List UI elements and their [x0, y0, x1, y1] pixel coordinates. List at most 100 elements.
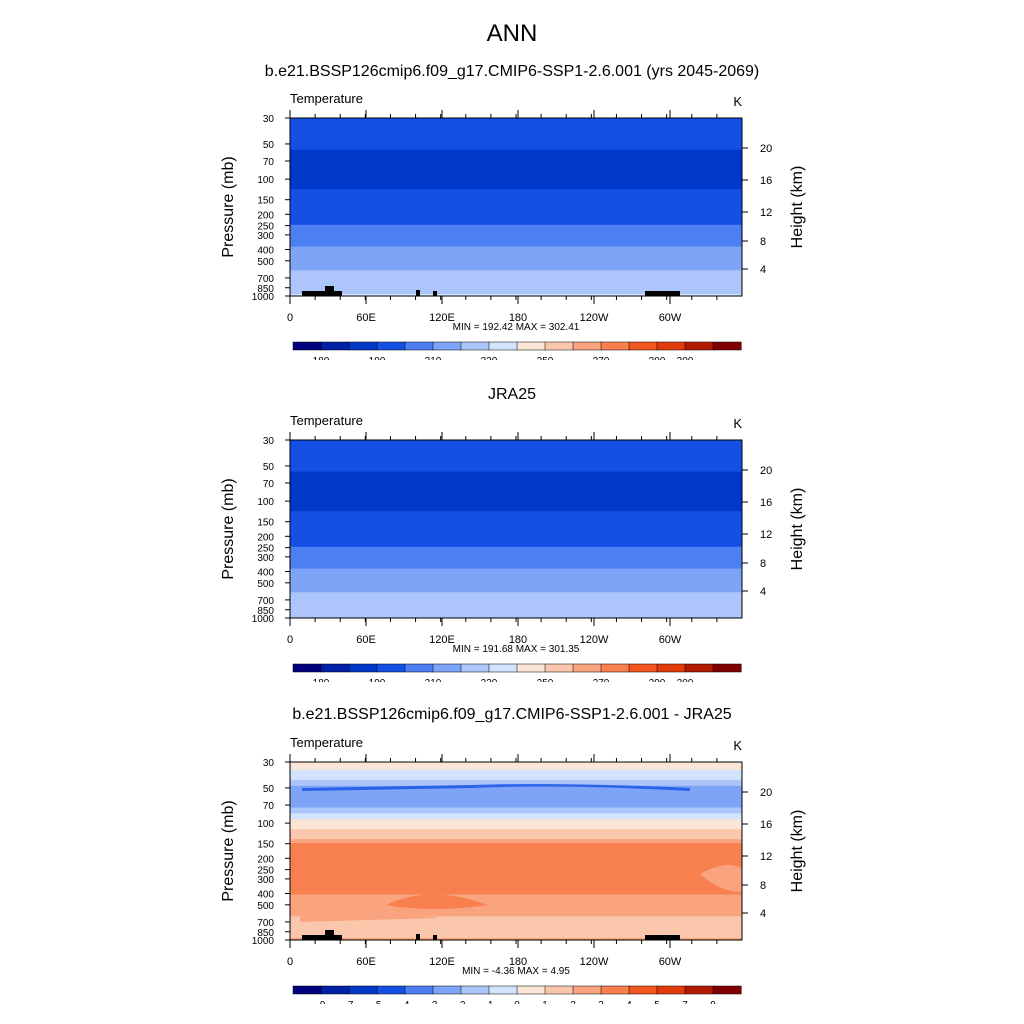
colorbar-swatch [628, 663, 658, 673]
contour-band [290, 129, 742, 133]
colorbar-swatch [572, 985, 602, 995]
contour-band [290, 137, 742, 141]
contour-band [290, 592, 742, 595]
variable-label: Temperature [290, 413, 363, 428]
colorbar [292, 985, 742, 995]
y-tick-label: 250 [257, 544, 274, 555]
contour-band [290, 536, 742, 540]
contour-band [290, 872, 742, 876]
colorbar-swatch [712, 341, 742, 351]
x-tick-label: 0 [287, 312, 293, 324]
contour-band [290, 608, 742, 611]
contour-band [290, 584, 742, 587]
contour-band [290, 507, 742, 510]
contour-field [290, 118, 742, 297]
topography-block [416, 934, 420, 940]
contour-band [290, 212, 742, 216]
contour-band [290, 147, 742, 151]
y-tick-label: 100 [257, 497, 274, 508]
contour-band [290, 896, 742, 900]
x-tick-label: 60W [659, 634, 682, 646]
contour-band [290, 169, 742, 172]
contour-band [290, 791, 742, 795]
contour-band [290, 228, 742, 232]
colorbar-swatch [712, 985, 742, 995]
colorbar-swatch [292, 341, 322, 351]
colorbar-label: 4 [626, 1000, 632, 1004]
colorbar-label: 250 [537, 678, 554, 682]
chart-panel-diff: Temperature K3050701001502002503004005007… [220, 735, 806, 1004]
colorbar-swatch [460, 663, 490, 673]
contour-band [290, 908, 742, 911]
contour-band [290, 910, 742, 913]
contour-band [290, 501, 742, 504]
contour-band [290, 208, 742, 212]
contour-band [290, 576, 742, 580]
x-tick-label: 120W [580, 634, 609, 646]
contour-band [290, 483, 742, 487]
colorbar-swatch [320, 341, 350, 351]
contour-band [290, 870, 742, 874]
colorbar-swatch [684, 341, 714, 351]
units-label: K [733, 94, 742, 109]
contour-band [290, 852, 742, 856]
min-max-stats: MIN = 192.42 MAX = 302.41 [453, 322, 580, 333]
contour-band [290, 582, 742, 585]
y-tick-label: 700 [257, 274, 274, 285]
contour-band [290, 125, 742, 129]
contour-band [290, 525, 742, 528]
contour-band [290, 868, 742, 872]
contour-band [290, 284, 742, 287]
contour-band [290, 157, 742, 161]
contour-band [290, 769, 742, 773]
contour-band [290, 135, 742, 139]
contour-band [290, 447, 742, 451]
colorbar-swatch [628, 985, 658, 995]
y-tick-label: 50 [263, 784, 275, 795]
contour-band [290, 290, 742, 293]
contour-band [290, 443, 742, 447]
contour-band [290, 260, 742, 263]
y-tick-label: 400 [257, 245, 274, 256]
colorbar-swatch [544, 341, 574, 351]
colorbar-swatch [432, 341, 462, 351]
y-tick-label: 500 [257, 901, 274, 912]
x-tick-label: 120E [429, 634, 455, 646]
contour-band [290, 244, 742, 248]
contour-band [290, 282, 742, 285]
contour-band [290, 479, 742, 483]
variable-label: Temperature [290, 91, 363, 106]
colorbar-label: -1 [485, 1000, 494, 1004]
colorbar-swatch [656, 663, 686, 673]
contour-band [290, 203, 742, 206]
contour-band [290, 858, 742, 862]
contour-band [290, 562, 742, 566]
contour-band [290, 445, 742, 449]
contour-band [290, 596, 742, 599]
y-tick-label: 50 [263, 140, 275, 151]
contour-band [290, 811, 742, 815]
contour-blob [700, 865, 742, 892]
contour-band [290, 477, 742, 481]
contour-band [290, 779, 742, 783]
contour-band [290, 272, 742, 275]
topography-block [325, 930, 334, 935]
contour-band [290, 161, 742, 165]
colorbar-swatch [488, 985, 518, 995]
contour-band [290, 821, 742, 824]
colorbar-swatch [572, 341, 602, 351]
contour-band [290, 163, 742, 167]
y-tick-label: 1000 [252, 936, 275, 947]
contour-band [290, 171, 742, 174]
contour-band [290, 118, 742, 121]
contour-band [290, 222, 742, 226]
y-axis-title-right: Height (km) [789, 810, 806, 893]
contour-band [290, 849, 742, 852]
contour-band [290, 453, 742, 457]
y-axis-title: Pressure (mb) [220, 156, 237, 257]
units-label: K [733, 416, 742, 431]
contour-band [290, 218, 742, 222]
x-tick-label: 60E [356, 956, 376, 968]
y-tick-label: 200 [257, 854, 274, 865]
contour-band [290, 845, 742, 848]
